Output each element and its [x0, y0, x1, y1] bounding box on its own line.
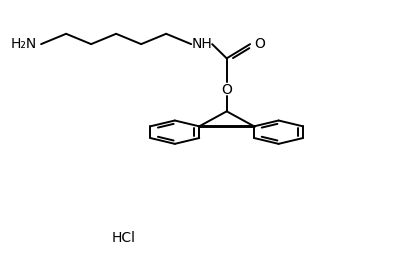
Text: H₂N: H₂N	[11, 37, 37, 51]
Text: HCl: HCl	[112, 231, 136, 245]
Text: O: O	[254, 37, 265, 51]
Text: O: O	[221, 83, 232, 97]
Text: NH: NH	[191, 37, 212, 51]
